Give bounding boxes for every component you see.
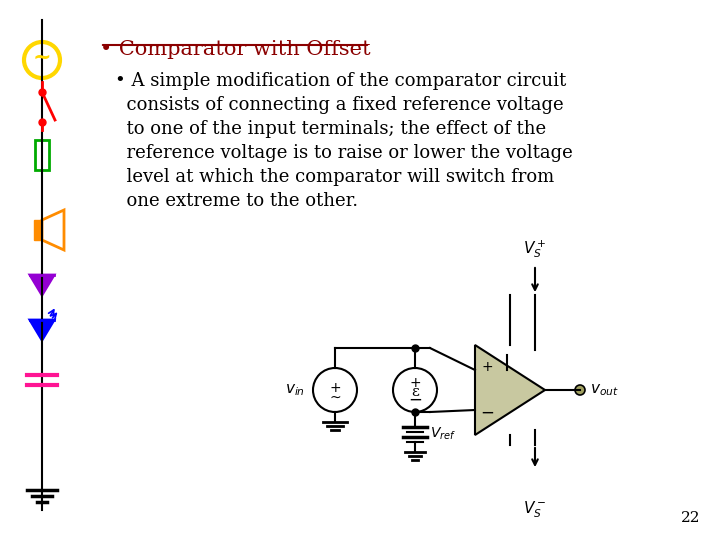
Text: level at which the comparator will switch from: level at which the comparator will switc…: [115, 168, 554, 186]
Circle shape: [575, 385, 585, 395]
FancyBboxPatch shape: [34, 220, 42, 240]
Text: $v_{in}$: $v_{in}$: [285, 382, 305, 398]
Text: to one of the input terminals; the effect of the: to one of the input terminals; the effec…: [115, 120, 546, 138]
Text: +: +: [409, 376, 420, 390]
Text: reference voltage is to raise or lower the voltage: reference voltage is to raise or lower t…: [115, 144, 572, 162]
Polygon shape: [42, 210, 64, 250]
Text: +: +: [481, 360, 492, 374]
Text: $V_S^+$: $V_S^+$: [523, 238, 546, 260]
Text: • Comparator with Offset: • Comparator with Offset: [100, 40, 371, 59]
Text: ~: ~: [32, 47, 51, 69]
Text: consists of connecting a fixed reference voltage: consists of connecting a fixed reference…: [115, 96, 564, 114]
Text: $V_{ref}$: $V_{ref}$: [430, 426, 456, 442]
Text: • A simple modification of the comparator circuit: • A simple modification of the comparato…: [115, 72, 566, 90]
Polygon shape: [30, 320, 54, 340]
Text: one extreme to the other.: one extreme to the other.: [115, 192, 358, 210]
Polygon shape: [30, 275, 54, 295]
Text: −: −: [408, 391, 422, 409]
Text: +: +: [329, 381, 341, 395]
Text: ~: ~: [329, 391, 341, 405]
Text: −: −: [480, 404, 494, 422]
Text: $V_S^-$: $V_S^-$: [523, 500, 546, 521]
Text: ε: ε: [411, 385, 419, 399]
Text: 22: 22: [680, 511, 700, 525]
Text: $v_{out}$: $v_{out}$: [590, 382, 618, 398]
Polygon shape: [475, 345, 545, 435]
FancyBboxPatch shape: [35, 140, 49, 170]
